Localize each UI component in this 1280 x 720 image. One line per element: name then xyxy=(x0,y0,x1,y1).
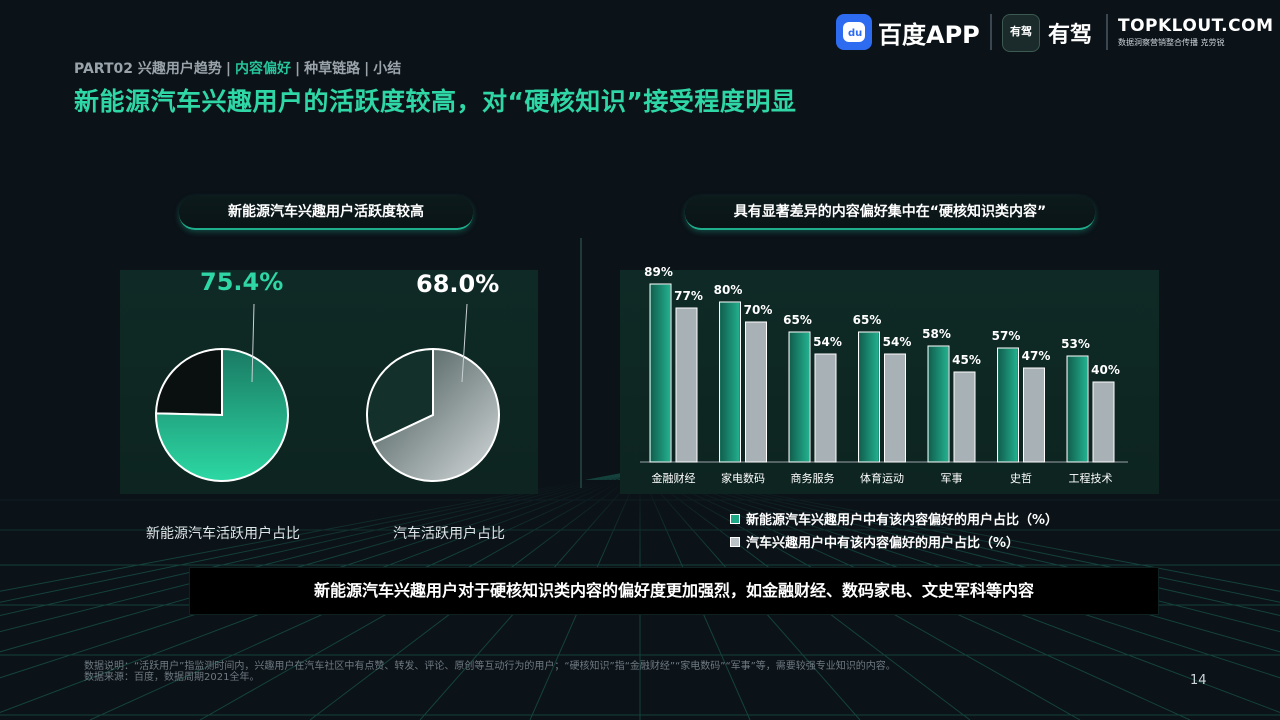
x-tick-label: 史哲 xyxy=(1010,472,1032,485)
section-divider xyxy=(580,238,582,488)
bar-car xyxy=(953,371,976,463)
bar-car xyxy=(814,353,837,463)
bar-data-label: 65% xyxy=(853,313,882,327)
bar-data-label: 70% xyxy=(744,303,773,317)
page-title: 新能源汽车兴趣用户的活跃度较高，对“硬核知识”接受程度明显 xyxy=(74,87,797,116)
pie-slice-active xyxy=(155,347,289,482)
bar-data-label: 77% xyxy=(674,289,703,303)
x-tick-label: 商务服务 xyxy=(791,471,835,485)
legend-label: 新能源汽车兴趣用户中有该内容偏好的用户占比（%） xyxy=(746,513,1059,528)
footnote-description: 数据说明：“活跃用户”指监测时间内，兴趣用户在汽车社区中有点赞、转发、评论、原创… xyxy=(84,661,896,672)
legend-label: 汽车兴趣用户中有该内容偏好的用户占比（%） xyxy=(746,536,1020,551)
pie-label-car: 汽车活跃用户占比 xyxy=(393,526,505,542)
pie-leader-line xyxy=(461,303,468,383)
pie-slice-active xyxy=(371,347,500,482)
youjia-logo: 有驾 有驾 xyxy=(1002,14,1092,52)
bar-car xyxy=(745,321,767,463)
pie-chart-new-energy xyxy=(154,347,289,482)
bar-data-label: 80% xyxy=(714,283,743,297)
bar-data-label: 54% xyxy=(813,335,842,349)
bar-new-energy-fill xyxy=(790,333,809,461)
pie-value-new-energy: 75.4% xyxy=(200,268,284,296)
pie-value-car: 68.0% xyxy=(416,270,500,298)
pie-slice-remaining xyxy=(154,347,223,417)
bar-car xyxy=(1092,381,1115,463)
bar-new-energy-fill xyxy=(998,349,1018,461)
x-tick-label: 体育运动 xyxy=(860,471,904,485)
bar-data-label: 47% xyxy=(1022,349,1051,363)
x-tick-label: 军事 xyxy=(941,472,963,485)
topklout-logo: TOPKLOUT.COM 数据洞察营销整合传播 克劳锐 xyxy=(1118,16,1273,48)
topklout-logo-text: TOPKLOUT.COM xyxy=(1118,16,1274,36)
legend-swatch-gray xyxy=(730,536,740,547)
logo-divider xyxy=(1106,14,1108,50)
pie-leader-line xyxy=(251,303,255,383)
bar-data-label: 65% xyxy=(783,313,812,327)
bar-data-label: 45% xyxy=(952,353,981,367)
bar-new-energy-fill xyxy=(651,285,670,461)
legend-item-car: 汽车兴趣用户中有该内容偏好的用户占比（%） xyxy=(730,532,1019,551)
legend-item-new-energy: 新能源汽车兴趣用户中有该内容偏好的用户占比（%） xyxy=(730,509,1058,528)
bar-data-label: 40% xyxy=(1091,363,1120,377)
breadcrumb-item[interactable]: 小结 xyxy=(373,61,402,77)
baidu-paw-icon: du xyxy=(836,14,872,50)
x-tick-label: 家电数码 xyxy=(721,471,765,485)
bar-car xyxy=(675,307,698,463)
bar-new-energy-fill xyxy=(859,333,879,461)
pie-charts xyxy=(154,303,500,482)
left-section-title: 新能源汽车兴趣用户活跃度较高 xyxy=(179,196,473,230)
legend-swatch-green xyxy=(730,513,740,524)
pie-chart-car xyxy=(366,347,500,482)
baidu-app-logo-text: 百度APP xyxy=(878,20,980,49)
page-number: 14 xyxy=(1190,673,1207,688)
topklout-logo-subtext: 数据洞察营销整合传播 克劳锐 xyxy=(1118,38,1225,47)
breadcrumb-item-active[interactable]: 内容偏好 xyxy=(235,61,291,77)
bar-data-label: 57% xyxy=(992,329,1021,343)
breadcrumb-separator: | xyxy=(364,61,370,77)
breadcrumb: PART02 兴趣用户趋势 | 内容偏好 | 种草链路 | 小结 xyxy=(74,58,401,78)
footnote-source: 数据来源：百度，数据周期2021全年。 xyxy=(84,672,260,683)
bar-chart: 89%77%金融财经80%70%家电数码65%54%商务服务65%54%体育运动… xyxy=(640,265,1128,485)
breadcrumb-item[interactable]: PART02 兴趣用户趋势 xyxy=(74,61,222,77)
youjia-badge-icon: 有驾 xyxy=(1002,14,1040,52)
bar-new-energy-fill xyxy=(720,303,740,461)
youjia-logo-text: 有驾 xyxy=(1048,23,1093,48)
logo-divider xyxy=(990,14,992,50)
breadcrumb-separator: | xyxy=(295,61,301,77)
bar-data-label: 89% xyxy=(644,265,673,279)
conclusion-banner: 新能源汽车兴趣用户对于硬核知识类内容的偏好度更加强烈，如金融财经、数码家电、文史… xyxy=(190,568,1158,614)
x-tick-label: 工程技术 xyxy=(1069,472,1113,485)
footnote: 数据说明：“活跃用户”指监测时间内，兴趣用户在汽车社区中有点赞、转发、评论、原创… xyxy=(84,661,896,683)
bar-car xyxy=(1023,367,1045,463)
bar-data-label: 54% xyxy=(883,335,912,349)
bar-car xyxy=(884,353,906,463)
bar-new-energy-fill xyxy=(1068,357,1087,461)
bar-data-label: 58% xyxy=(922,327,951,341)
breadcrumb-item[interactable]: 种草链路 xyxy=(304,61,361,77)
bar-new-energy-fill xyxy=(929,347,948,461)
pie-slice-remaining xyxy=(366,347,434,445)
bar-data-label: 53% xyxy=(1061,337,1090,351)
breadcrumb-separator: | xyxy=(225,61,231,77)
right-section-title: 具有显著差异的内容偏好集中在“硬核知识类内容” xyxy=(685,196,1095,230)
baidu-app-logo: du 百度APP xyxy=(836,14,980,50)
pie-label-new-energy: 新能源汽车活跃用户占比 xyxy=(146,526,300,542)
x-tick-label: 金融财经 xyxy=(652,471,696,485)
